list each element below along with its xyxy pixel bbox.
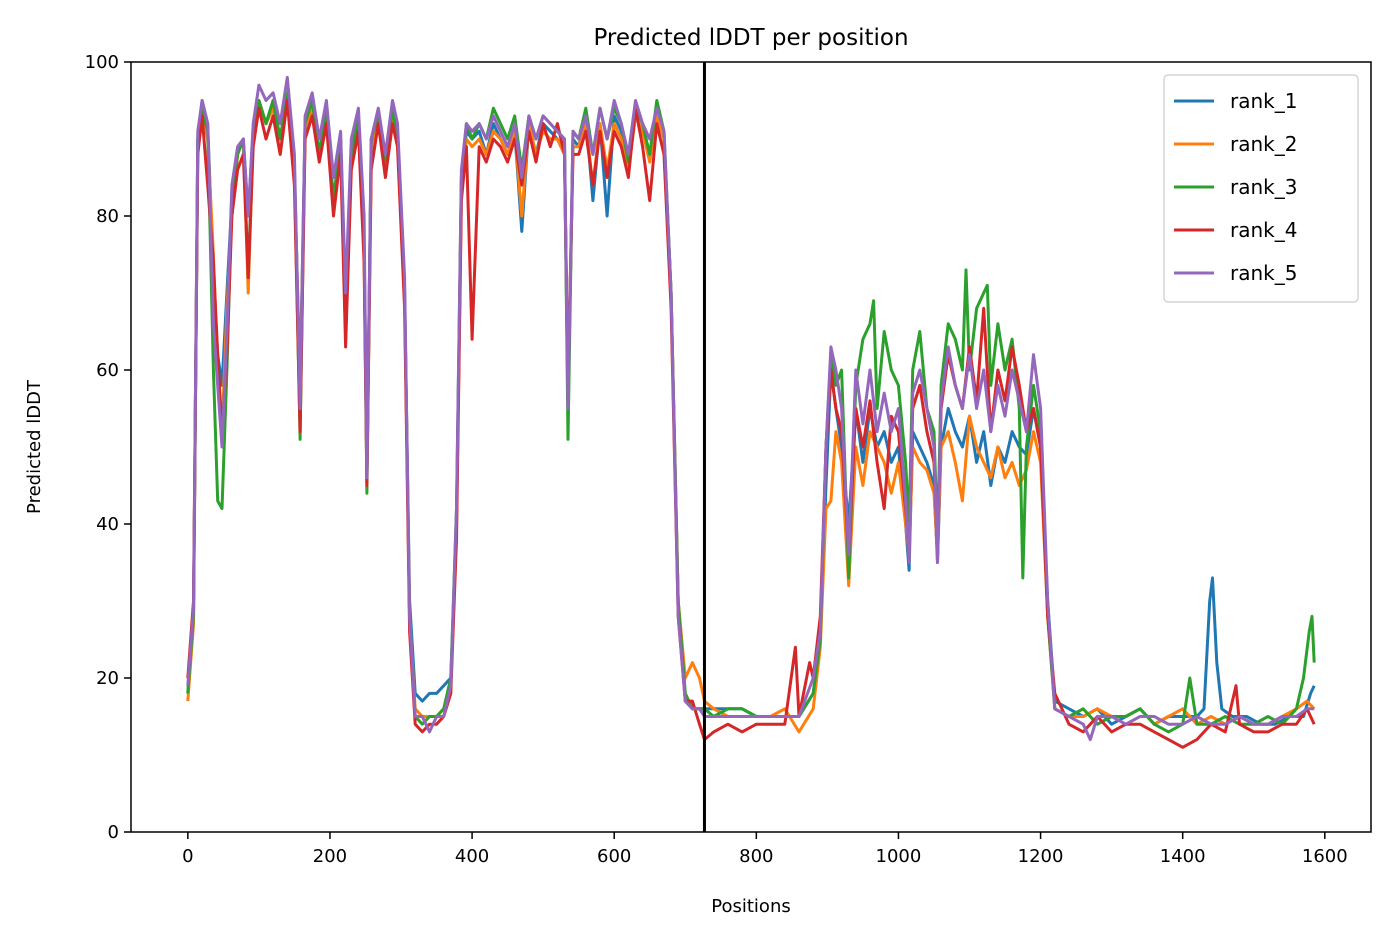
x-tick-label: 0 [182,846,193,867]
y-tick-label: 20 [96,668,119,689]
x-tick-label: 600 [597,846,631,867]
y-tick-label: 40 [96,514,119,535]
series-line-rank_5 [186,75,1315,742]
y-tick-label: 80 [96,206,119,227]
series-layer [186,75,1316,749]
legend-label-rank_5: rank_5 [1230,261,1297,285]
y-tick-label: 60 [96,360,119,381]
y-tick-label: 0 [108,822,119,843]
y-tick-label: 100 [85,52,119,73]
legend-box [1163,74,1359,303]
legend-label-rank_4: rank_4 [1230,218,1297,242]
legend: rank_1 rank_2 rank_3 rank_4 rank_5 [1163,74,1359,303]
legend-label-rank_3: rank_3 [1230,175,1297,199]
x-axis-label: Positions [711,896,790,917]
chart-title: Predicted lDDT per position [593,25,908,51]
x-tick-label: 200 [313,846,347,867]
series-line-rank_4 [186,99,1316,749]
x-tick-label: 1400 [1160,846,1206,867]
x-tick-label: 1200 [1018,846,1064,867]
x-tick-label: 800 [739,846,773,867]
x-tick-label: 1000 [876,846,922,867]
plot-frame [130,61,1372,833]
y-axis-label: Predicted lDDT [24,379,45,514]
x-tick-label: 1600 [1302,846,1348,867]
legend-label-rank_1: rank_1 [1230,89,1297,113]
x-axis-ticks: 0 200 400 600 800 1000 1200 1400 1600 [182,832,1348,867]
x-tick-label: 400 [455,846,489,867]
y-axis-ticks: 0 20 40 60 80 100 [85,52,131,843]
legend-label-rank_2: rank_2 [1230,132,1297,156]
